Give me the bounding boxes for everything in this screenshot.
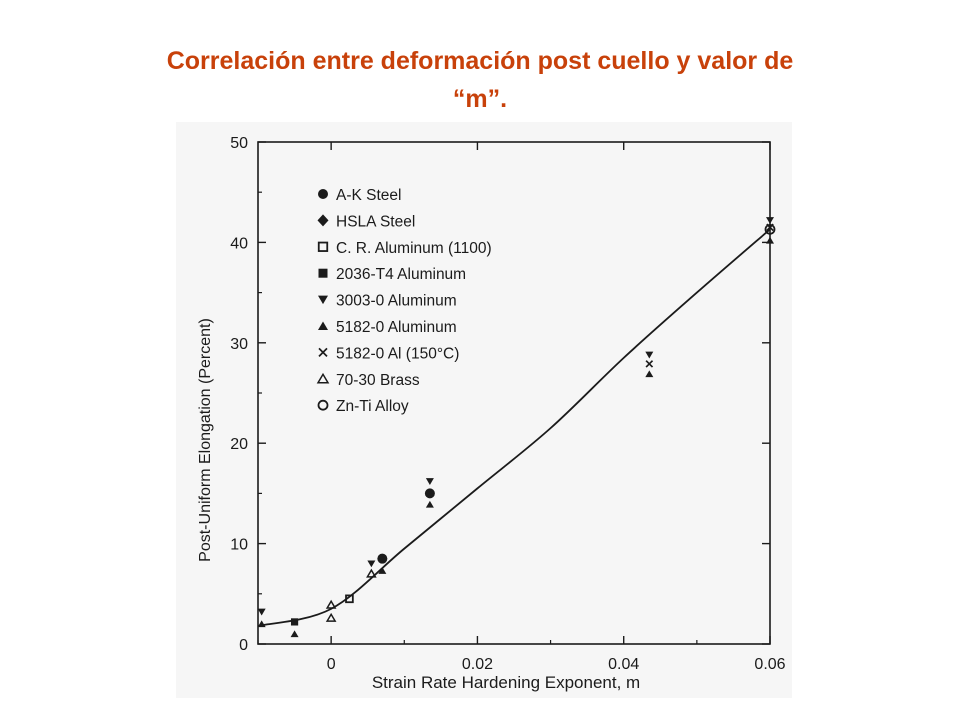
- data-point: [325, 599, 337, 609]
- slide-title: Correlación entre deformación post cuell…: [40, 42, 920, 118]
- legend-marker: [318, 347, 328, 358]
- legend-marker: [317, 241, 329, 252]
- y-tick-label: 0: [239, 637, 248, 654]
- legend-label: C. R. Aluminum (1100): [336, 240, 492, 257]
- legend-label: 3003-0 Aluminum: [336, 293, 457, 310]
- legend-label: 70-30 Brass: [336, 372, 420, 389]
- data-point: [766, 236, 774, 244]
- data-point: [424, 488, 435, 499]
- data-point: [425, 478, 434, 485]
- data-point: [325, 612, 337, 622]
- legend-label: HSLA Steel: [336, 213, 415, 230]
- data-points: [257, 217, 776, 638]
- y-tick-label: 10: [230, 537, 248, 554]
- x-tick-label: 0.02: [462, 656, 493, 673]
- legend-item: 5182-0 Aluminum: [318, 319, 457, 336]
- data-point: [257, 620, 266, 628]
- legend-label: 2036-T4 Aluminum: [336, 266, 466, 283]
- chart-legend: A-K Steel HSLA Steel C. R. Aluminum (1100)…: [316, 187, 492, 415]
- y-tick-label: 30: [230, 336, 248, 353]
- legend-marker: [317, 214, 329, 227]
- slide-title-line-1: Correlación entre deformación post cuell…: [166, 47, 794, 75]
- data-point: [345, 594, 354, 604]
- y-tick-label: 40: [230, 235, 248, 252]
- x-tick-label: 0.06: [754, 656, 785, 673]
- data-point: [645, 360, 654, 368]
- chart-figure: 0 0.02 0.04 0.06 0 10 20 30 40 50 A-K Steel HSLA S…: [176, 122, 792, 698]
- legend-marker: [317, 399, 329, 411]
- legend-marker: [318, 321, 328, 330]
- scatter-chart: 0 0.02 0.04 0.06 0 10 20 30 40 50 A-K Steel HSLA S…: [197, 135, 786, 692]
- legend-item: HSLA Steel: [317, 213, 415, 230]
- legend-item: 5182-0 Al (150°C): [318, 345, 459, 362]
- legend-item: 3003-0 Aluminum: [318, 293, 457, 310]
- legend-label: A-K Steel: [336, 187, 401, 204]
- y-tick-label: 50: [230, 135, 248, 152]
- data-point: [290, 630, 299, 638]
- trend-curve: [257, 228, 771, 627]
- data-point: [367, 560, 376, 568]
- y-tick-label: 20: [230, 436, 248, 453]
- x-tick-label: 0: [327, 656, 336, 673]
- x-axis-title: Strain Rate Hardening Exponent, m: [372, 673, 640, 692]
- legend-item: A-K Steel: [318, 187, 401, 204]
- legend-marker: [318, 268, 328, 278]
- data-point: [378, 567, 387, 574]
- data-point: [425, 500, 434, 508]
- slide-title-line-2: “m”.: [452, 85, 508, 113]
- data-point: [377, 553, 388, 564]
- legend-label: 5182-0 Aluminum: [336, 319, 457, 336]
- data-point: [645, 351, 654, 359]
- legend-marker: [318, 189, 328, 199]
- plot-axes: [257, 141, 771, 645]
- data-point: [366, 568, 377, 578]
- legend-label: 5182-0 Al (150°C): [336, 345, 459, 362]
- plot-frame: [257, 141, 771, 645]
- x-tick-label: 0.04: [608, 656, 639, 673]
- data-point: [766, 217, 774, 224]
- legend-item: Zn-Ti Alloy: [317, 398, 409, 415]
- legend-item: 70-30 Brass: [316, 372, 420, 389]
- y-axis-title: Post-Uniform Elongation (Percent): [197, 318, 214, 562]
- legend-marker: [318, 295, 328, 305]
- data-point: [645, 370, 654, 378]
- data-point: [764, 223, 776, 235]
- trend-curve-group: [257, 228, 771, 627]
- legend-label: Zn-Ti Alloy: [336, 398, 409, 415]
- data-point: [290, 618, 299, 626]
- data-point: [257, 608, 266, 616]
- legend-item: 2036-T4 Aluminum: [318, 266, 466, 283]
- axis-ticks: 0 0.02 0.04 0.06 0 10 20 30 40 50: [230, 135, 785, 673]
- legend-item: C. R. Aluminum (1100): [317, 240, 492, 257]
- legend-marker: [316, 372, 330, 384]
